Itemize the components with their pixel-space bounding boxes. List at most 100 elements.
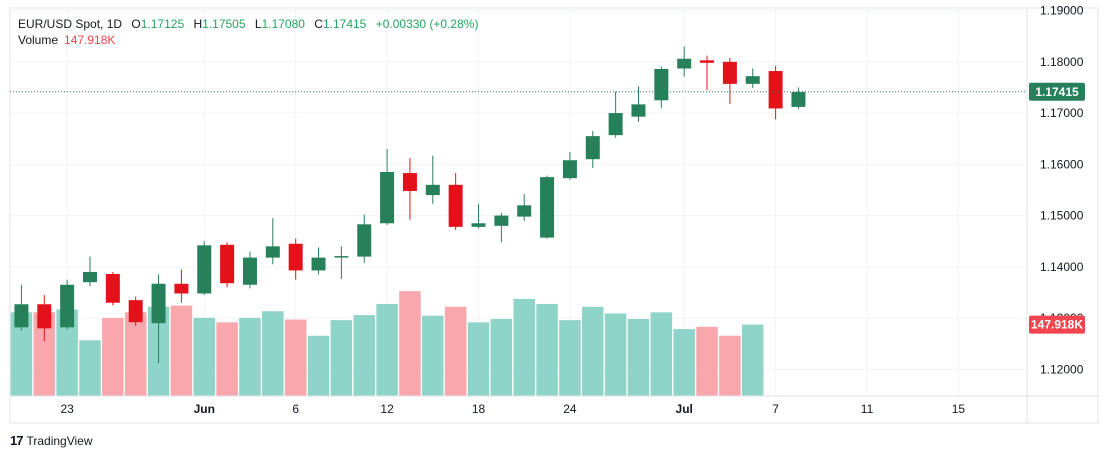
candle-body — [105, 274, 120, 303]
volume-bar — [422, 315, 444, 396]
time-tick-label: 7 — [772, 402, 779, 416]
open-label: O — [131, 17, 141, 31]
candle-body — [82, 271, 97, 283]
candle-body — [517, 205, 532, 217]
chart-legend: EUR/USD Spot, 1D O1.17125 H1.17505 L1.17… — [18, 16, 484, 48]
last-volume-tag-bg — [1029, 315, 1085, 334]
volume-bar — [124, 312, 147, 396]
time-tick-label: 24 — [563, 402, 577, 416]
low-label: L — [254, 17, 262, 31]
price-candles — [14, 46, 806, 364]
volume-bar — [262, 311, 284, 396]
volume-bar — [284, 319, 307, 396]
price-tick-label: 1.18000 — [1040, 55, 1084, 69]
high-label: H — [193, 17, 203, 31]
time-tick-label: 15 — [952, 402, 966, 416]
volume-bar — [582, 306, 604, 396]
volume-bar — [627, 319, 650, 396]
volume-bar — [696, 326, 718, 396]
chart-axes: 1.120001.130001.140001.150001.160001.170… — [10, 4, 1098, 423]
time-tick-label: Jul — [676, 402, 693, 416]
last-price-tag-text: 1.17415 — [1035, 85, 1079, 99]
candle-body — [220, 244, 235, 284]
volume-bar — [330, 320, 353, 396]
price-tick-label: 1.14000 — [1040, 260, 1084, 274]
close-value: 1.17415 — [322, 17, 367, 31]
candle-body — [425, 184, 440, 196]
volume-bar — [193, 317, 216, 396]
price-tick-label: 1.19000 — [1040, 4, 1084, 18]
candle-body — [197, 245, 212, 294]
volume-bar — [673, 329, 695, 396]
volume-bar — [650, 312, 673, 396]
volume-bar — [742, 324, 764, 396]
tradingview-brand[interactable]: 17 TradingView — [10, 433, 93, 448]
candle-body — [608, 113, 623, 136]
price-tick-label: 1.17000 — [1040, 106, 1084, 120]
volume-bar — [467, 322, 490, 396]
candle-body — [242, 257, 257, 285]
volume-bar — [170, 305, 193, 396]
volume-bar — [307, 335, 330, 396]
candle-body — [540, 177, 555, 238]
price-tick-label: 1.16000 — [1040, 157, 1084, 171]
volume-bar — [10, 312, 33, 396]
candle-body — [471, 223, 486, 227]
candle-body — [562, 160, 577, 179]
volume-bar — [490, 319, 513, 396]
candle-body — [745, 76, 760, 84]
candle-body — [585, 136, 600, 160]
candle-body — [402, 173, 417, 191]
candle-body — [677, 58, 692, 69]
last-volume-tag-text: 147.918K — [1031, 318, 1083, 332]
volume-bar — [102, 317, 124, 396]
candle-body — [791, 92, 806, 107]
candle-body — [494, 215, 509, 226]
candle-body — [722, 61, 737, 84]
volume-row: Volume 147.918K — [18, 32, 484, 48]
volume-bar — [559, 320, 581, 396]
last-volume-tag: 147.918K — [1029, 315, 1085, 334]
candle-body — [265, 246, 280, 258]
candle-body — [128, 300, 143, 323]
candle-body — [631, 104, 646, 117]
price-tick-label: 1.12000 — [1040, 362, 1084, 376]
symbol-title[interactable]: EUR/USD Spot, 1D — [18, 17, 123, 31]
time-tick-label: 23 — [60, 402, 74, 416]
volume-bar — [536, 303, 558, 396]
volume-value: 147.918K — [64, 33, 116, 47]
candle-body — [151, 283, 166, 324]
brand-text: TradingView — [26, 433, 93, 448]
price-tick-label: 1.15000 — [1040, 209, 1084, 223]
volume-bar — [399, 291, 421, 396]
time-tick-label: Jun — [194, 402, 215, 416]
volume-bar — [719, 335, 741, 396]
candle-body — [311, 257, 326, 271]
candle-body — [768, 71, 783, 109]
high-value: 1.17505 — [202, 17, 246, 31]
ohlc-row: EUR/USD Spot, 1D O1.17125 H1.17505 L1.17… — [18, 16, 484, 32]
time-tick-label: 12 — [380, 402, 394, 416]
volume-bar — [376, 303, 398, 396]
time-tick-label: 11 — [861, 402, 874, 416]
time-tick-label: 6 — [292, 402, 299, 416]
volume-bar — [444, 306, 467, 396]
low-value: 1.17080 — [261, 17, 305, 31]
volume-label[interactable]: Volume — [18, 33, 59, 47]
change-value: +0.00330 (+0.28%) — [375, 17, 479, 31]
volume-bar — [79, 340, 101, 396]
tradingview-logo-icon: 17 — [10, 433, 24, 448]
candle-body — [288, 243, 303, 271]
candle-body — [37, 304, 52, 329]
candle-body — [14, 304, 29, 328]
candle-body — [380, 172, 395, 224]
candle-body — [654, 68, 669, 101]
volume-bar — [239, 317, 261, 396]
volume-bar — [56, 309, 78, 396]
axis-value-tags: 1.17415 147.918K — [1029, 82, 1085, 334]
volume-bar — [216, 322, 238, 396]
volume-bar — [353, 315, 375, 396]
last-price-tag: 1.17415 — [1029, 82, 1085, 101]
open-value: 1.17125 — [140, 17, 185, 31]
